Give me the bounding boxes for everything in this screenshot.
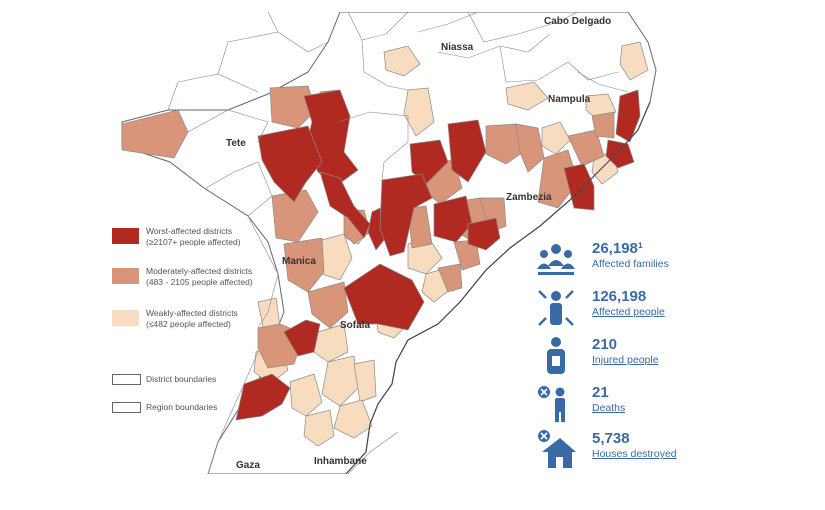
district-worst [433, 195, 473, 243]
legend-swatch-region-boundary [112, 402, 141, 413]
deaths-label: Deaths [592, 402, 626, 414]
region-label-sofala: Sofala [340, 320, 371, 331]
district-weak [619, 41, 649, 81]
injured-label: Injured people [592, 354, 659, 366]
district-worst [379, 173, 433, 257]
stat-injured-people: 210 Injured people [536, 336, 686, 376]
district-moderate [515, 123, 545, 173]
region-label-tete: Tete [226, 138, 246, 149]
legend-worst-range: (≥2107+ people affected) [146, 237, 241, 247]
district-moderate [591, 111, 615, 139]
worst-districts [235, 89, 641, 421]
district-moderate [407, 205, 433, 249]
district-worst [319, 171, 371, 239]
region-label-niassa: Niassa [441, 42, 474, 53]
houses-value: 5,738 [592, 430, 630, 447]
district-weak [289, 373, 323, 417]
region-label-inhambane: Inhambane [314, 456, 367, 467]
houses-label: Houses destroyed [592, 448, 677, 460]
stat-affected-people: 126,198 Affected people [536, 288, 686, 328]
house-icon [538, 430, 576, 468]
death-icon [538, 386, 565, 422]
district-worst [605, 139, 635, 169]
legend-weak-range: (≤482 people affected) [146, 319, 231, 329]
legend-region-boundaries-label: Region boundaries [146, 402, 218, 412]
legend-worst-title: Worst-affected districts [146, 226, 233, 236]
legend-weak-title: Weakly-affected districts [146, 308, 238, 318]
region-label-manica: Manica [282, 256, 316, 267]
region-label-gaza: Gaza [236, 460, 260, 471]
district-moderate [567, 129, 605, 167]
district-weak [505, 81, 549, 111]
district-weak [303, 409, 335, 447]
district-worst [467, 217, 501, 251]
district-worst [283, 319, 321, 357]
district-weak [353, 359, 377, 403]
region-label-zambezia: Zambezia [506, 192, 552, 203]
district-moderate [537, 149, 579, 209]
district-worst [235, 373, 291, 421]
injured-value: 210 [592, 336, 618, 353]
injured-person-icon [547, 337, 565, 374]
region-label-cabo-delgado: Cabo Delgado [544, 16, 612, 27]
map-frame: Niassa Cabo Delgado Nampula Tete Zambezi… [108, 12, 690, 474]
district-moderate [283, 237, 325, 293]
legend-swatch-weak [112, 310, 139, 326]
region-label-nampula: Nampula [548, 94, 591, 105]
district-moderate [121, 109, 189, 159]
families-label: Affected families [592, 258, 669, 270]
family-icon [537, 244, 575, 275]
stat-houses-destroyed: 5,738 Houses destroyed [536, 430, 686, 470]
district-moderate [307, 281, 349, 329]
district-worst [447, 119, 487, 183]
deaths-value: 21 [592, 384, 609, 401]
district-worst [343, 263, 425, 331]
district-map [108, 12, 690, 474]
stat-deaths: 21 Deaths [536, 384, 686, 424]
district-worst [615, 89, 641, 143]
district-weak [333, 399, 373, 439]
stat-affected-families: 26,198¹ Affected families [536, 240, 686, 280]
legend-moderate-range: (483 - 2105 people affected) [146, 277, 253, 287]
legend-district-boundaries-label: District boundaries [146, 374, 217, 384]
district-weak [383, 45, 421, 77]
legend-swatch-worst [112, 228, 139, 244]
district-moderate [485, 123, 527, 165]
district-weak [403, 87, 435, 137]
coastline [345, 101, 651, 474]
district-weak [321, 355, 359, 407]
affected-person-icon [538, 290, 574, 326]
people-label: Affected people [592, 306, 665, 318]
district-moderate [437, 263, 463, 293]
people-value: 126,198 [592, 288, 647, 305]
district-worst [367, 207, 385, 251]
legend-moderate-title: Moderately-affected districts [146, 266, 253, 276]
district-weak [541, 121, 571, 155]
families-value: 26,198¹ [592, 240, 643, 257]
district-worst [563, 163, 595, 211]
district-worst [257, 125, 323, 203]
legend-swatch-district-boundary [112, 374, 141, 385]
district-lines [167, 12, 629, 474]
legend-swatch-moderate [112, 268, 139, 284]
district-worst [409, 139, 449, 185]
